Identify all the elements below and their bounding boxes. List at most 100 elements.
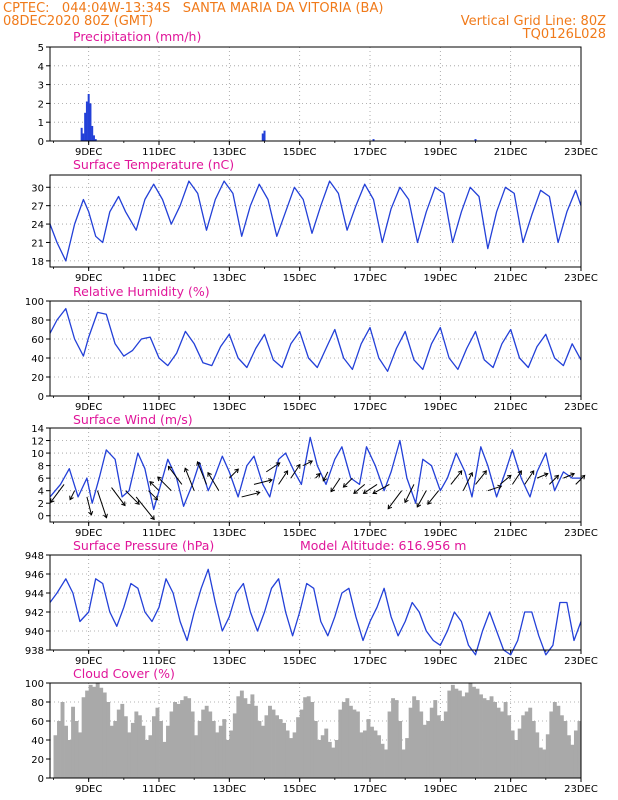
wind-arrow <box>265 462 281 473</box>
cloud-bar <box>282 722 287 778</box>
wind-arrow <box>575 475 586 485</box>
wind-arrow <box>548 475 559 485</box>
temp-ytick-label: 30 <box>31 183 44 194</box>
rh-xtick-label: 13DEC <box>212 402 246 413</box>
cloud-bar <box>173 702 177 778</box>
cloud-ytick-label: 40 <box>31 736 44 747</box>
header-location: CPTEC: 044:04W-13:34S SANTA MARIA DA VIT… <box>3 1 384 16</box>
cloud-bar <box>384 749 388 778</box>
cloud-frame <box>49 682 582 779</box>
cloud-bar <box>116 709 121 778</box>
wind-arrow-head <box>362 489 368 494</box>
cloud-bar <box>341 702 346 778</box>
wind-ytick-label: 10 <box>31 449 44 460</box>
wind-xtick-label: 23DEC <box>564 528 598 539</box>
wind-arrow <box>427 490 439 505</box>
pres-ytick-label: 940 <box>25 627 44 638</box>
cloud-bar <box>151 716 156 778</box>
cloud-bar <box>278 719 283 778</box>
temp-xtick-label: 13DEC <box>212 273 246 284</box>
header-grid-line: Vertical Grid Line: 80Z <box>460 14 606 29</box>
cloud-bar <box>426 721 431 778</box>
cloud-bar <box>370 726 374 778</box>
wind-arrow <box>86 496 92 516</box>
cloud-bar <box>141 725 146 778</box>
cloud-bar <box>159 721 163 778</box>
wind-arrow-head <box>497 484 503 490</box>
wind-arrow-head <box>543 472 549 478</box>
pres-ytick-label: 946 <box>25 570 44 581</box>
precip-bar <box>372 139 375 141</box>
precip-panel <box>46 46 582 145</box>
cloud-bar <box>552 702 557 778</box>
cloud-ytick-label: 0 <box>38 774 44 785</box>
precip-xtick-label: 9DEC <box>75 147 102 158</box>
precip-xtick-label: 15DEC <box>283 147 317 158</box>
wind-arrow-head <box>570 472 576 478</box>
cloud-bar <box>85 690 90 778</box>
cloud-bar <box>201 709 206 778</box>
cloud-bar <box>528 707 533 778</box>
wind-arrow <box>343 477 353 488</box>
cloud-bar <box>183 696 188 778</box>
wind-arrow <box>149 481 160 492</box>
cloud-bar <box>542 749 547 778</box>
precip-title: Precipitation (mm/h) <box>73 29 201 44</box>
wind-ytick-label: 6 <box>38 474 44 485</box>
wind-arrow <box>253 479 273 485</box>
pres-xtick-label: 23DEC <box>564 656 598 667</box>
cloud-bar <box>271 709 276 778</box>
wind-arrow-head <box>342 483 348 488</box>
wind-arrow-head <box>468 471 474 477</box>
rh-ytick-label: 40 <box>31 354 44 365</box>
rh-xtick-label: 21DEC <box>494 402 528 413</box>
wind-arrow <box>315 473 321 479</box>
cloud-bar <box>503 702 508 778</box>
cloud-bar <box>563 721 568 778</box>
wind-arrow-head <box>268 478 273 484</box>
pres-panel <box>46 554 582 656</box>
cloud-bar <box>88 684 93 778</box>
precip-xtick-label: 13DEC <box>212 147 246 158</box>
cloud-bar <box>556 705 561 778</box>
wind-arrow-head <box>315 472 321 478</box>
wind-arrow-head <box>167 465 173 471</box>
rh-xtick-label: 17DEC <box>353 402 387 413</box>
precip-bar <box>87 94 90 141</box>
cloud-bar <box>317 740 322 778</box>
wind-arrow-head <box>88 510 94 516</box>
rh-xtick-label: 9DEC <box>75 402 102 413</box>
cloud-bar <box>176 703 181 778</box>
cloud-bar <box>401 749 406 778</box>
cloud-bar <box>355 711 360 778</box>
cloud-bar <box>482 698 487 778</box>
wind-arrow-head <box>372 489 378 495</box>
wind-arrow <box>197 461 207 485</box>
cloud-bar <box>106 702 111 778</box>
temp-ytick-label: 24 <box>31 220 44 231</box>
cloud-bar <box>102 692 107 778</box>
wind-line <box>49 436 581 511</box>
cloud-bar <box>387 711 392 778</box>
rh-line <box>49 307 582 372</box>
wind-arrow <box>96 490 107 518</box>
cloud-bar <box>422 724 427 778</box>
cloud-bar <box>549 711 554 778</box>
wind-arrow-head <box>387 504 393 510</box>
cloud-bar <box>436 715 441 778</box>
cloud-bar <box>412 696 417 778</box>
cloud-xtick-label: 21DEC <box>494 784 528 795</box>
cloud-bar <box>331 747 336 778</box>
rh-ytick-label: 60 <box>31 335 44 346</box>
cloud-bar <box>334 740 339 778</box>
cloud-bar <box>155 707 160 778</box>
precip-bar <box>84 112 87 141</box>
cloud-bar <box>327 741 332 778</box>
rh-title: Relative Humidity (%) <box>73 284 210 299</box>
cloud-bar <box>486 700 490 778</box>
wind-arrow-head <box>295 463 301 469</box>
cloud-bar <box>130 722 135 778</box>
temp-panel <box>46 174 582 271</box>
wind-arrow <box>363 483 378 494</box>
precip-xtick-label: 19DEC <box>423 147 457 158</box>
